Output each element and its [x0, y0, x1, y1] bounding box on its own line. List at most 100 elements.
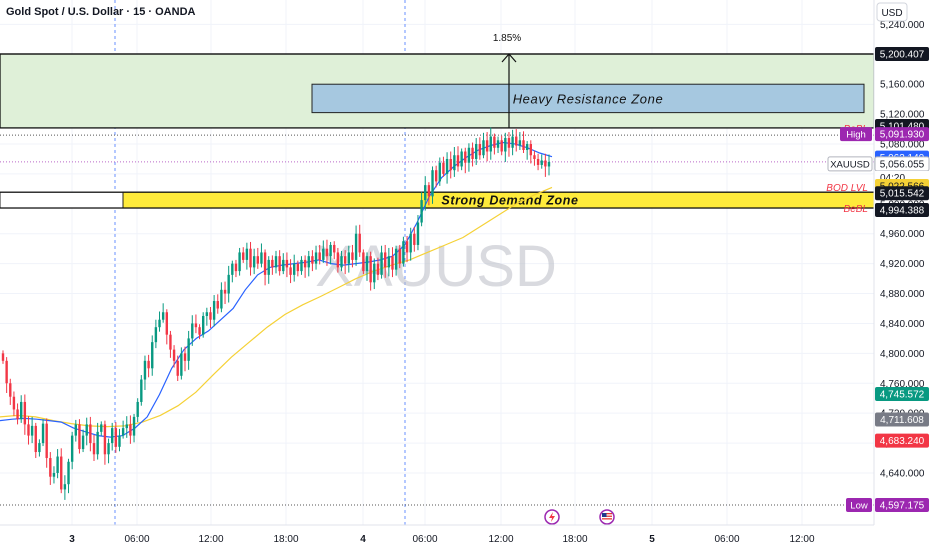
- candle-body: [216, 301, 219, 309]
- candle-body: [442, 162, 445, 174]
- candle-body: [504, 138, 507, 152]
- price-axis-tag[interactable]: [875, 47, 929, 61]
- candle-body: [431, 170, 434, 197]
- strong-demand-zone-label: Strong Demand Zone: [441, 194, 578, 208]
- lightning-event-icon[interactable]: [544, 509, 560, 525]
- price-axis-tag[interactable]: [875, 498, 929, 512]
- candle-body: [34, 425, 37, 453]
- price-tick-label: 4,880.000: [880, 289, 925, 300]
- candle-body: [249, 248, 252, 268]
- price-tick-label: 4,840.000: [880, 319, 925, 330]
- candle-body: [52, 472, 56, 477]
- candle-body: [41, 423, 45, 444]
- candle-body: [23, 401, 27, 425]
- time-tick-label: 06:00: [714, 534, 739, 545]
- price-axis-tag-label: 5,056.055: [880, 159, 925, 170]
- candle-body: [420, 200, 423, 223]
- price-axis-tag-label: 4,683.240: [880, 436, 925, 447]
- candle-body: [365, 256, 369, 272]
- candle-body: [129, 424, 132, 436]
- candle-body: [405, 241, 409, 253]
- candle-body: [354, 233, 358, 260]
- candle-body: [111, 428, 114, 444]
- candle-body: [453, 155, 456, 171]
- candle-body: [209, 312, 212, 320]
- candle-body: [493, 136, 496, 148]
- chart-title: Gold Spot / U.S. Dollar · 15 · OANDA: [6, 6, 196, 18]
- candle-body: [434, 170, 438, 182]
- time-axis-ticks: 3 06:00 12:00 18:00 4 06:00 12:00 18:00 5 06:00 12…: [69, 534, 815, 545]
- candle-body: [340, 256, 343, 268]
- candle-body: [151, 342, 154, 369]
- candle-body: [89, 424, 92, 444]
- candle-body: [471, 147, 474, 159]
- candle-body: [391, 256, 394, 270]
- candle-body: [161, 312, 165, 320]
- candle-body: [132, 416, 136, 436]
- candle-body: [263, 252, 267, 275]
- time-tick-label: 5: [649, 534, 655, 545]
- candle-body: [343, 256, 347, 264]
- candle-body: [56, 456, 59, 473]
- bod-level-label: BOD LVL: [826, 183, 868, 194]
- candle-body: [260, 252, 263, 264]
- candle-body: [96, 431, 99, 455]
- countdown-label: 04:20: [880, 173, 905, 184]
- candle-body: [347, 252, 350, 264]
- candle-body: [402, 241, 405, 264]
- currency-button[interactable]: USD: [876, 2, 908, 22]
- price-tick-label: 4,920.000: [880, 259, 925, 270]
- price-axis-tag[interactable]: [875, 387, 929, 402]
- candle-body: [183, 353, 187, 361]
- candle-body: [202, 315, 205, 335]
- heavy-resistance-zone[interactable]: [311, 83, 865, 114]
- candle-body: [121, 428, 125, 436]
- price-axis[interactable]: [874, 0, 932, 550]
- candle-body: [544, 160, 547, 167]
- candle-body: [515, 136, 518, 146]
- candle-body: [489, 136, 492, 152]
- candle-body: [507, 138, 511, 148]
- candle-body: [238, 252, 241, 272]
- us-flag-event-icon[interactable]: [599, 509, 615, 525]
- candle-body: [398, 248, 401, 264]
- candle-body: [85, 424, 88, 436]
- candle-body: [296, 263, 300, 272]
- time-tick-label: 12:00: [789, 534, 814, 545]
- candle-body: [445, 158, 449, 174]
- candle-body: [376, 263, 380, 275]
- candle-body: [9, 383, 12, 397]
- candle-body: [16, 409, 19, 420]
- candle-body: [475, 144, 478, 159]
- candle-body: [103, 424, 107, 455]
- symbol-tag-label: High: [846, 130, 866, 141]
- price-axis-tag[interactable]: [875, 412, 929, 427]
- candle-body: [547, 161, 551, 167]
- price-axis-tag[interactable]: [875, 203, 929, 218]
- candle-body: [234, 263, 238, 272]
- candle-body: [49, 458, 52, 477]
- price-axis-tag[interactable]: [875, 186, 929, 201]
- ema-slow-line: [0, 186, 553, 428]
- candle-body: [191, 323, 194, 339]
- symbol-tag-label: XAUUSD: [830, 159, 870, 170]
- candle-body: [500, 140, 503, 152]
- candle-body: [318, 252, 321, 260]
- candle-body: [169, 334, 172, 350]
- candle-body: [409, 233, 412, 253]
- price-axis-tag-label: 5,101.480: [880, 121, 925, 132]
- price-axis-tag[interactable]: [875, 433, 929, 448]
- candles: [1, 127, 551, 500]
- candle-body: [176, 360, 179, 376]
- time-tick-label: 4: [360, 534, 366, 545]
- candle-body: [45, 423, 48, 459]
- candle-body: [271, 259, 274, 268]
- heavy-resistance-zone-label: Heavy Resistance Zone: [513, 91, 664, 106]
- price-axis-tag[interactable]: [875, 127, 929, 142]
- candle-body: [100, 424, 103, 432]
- candle-body: [307, 256, 310, 268]
- candle-body: [223, 289, 227, 294]
- candle-body: [194, 323, 198, 328]
- candle-body: [278, 256, 281, 272]
